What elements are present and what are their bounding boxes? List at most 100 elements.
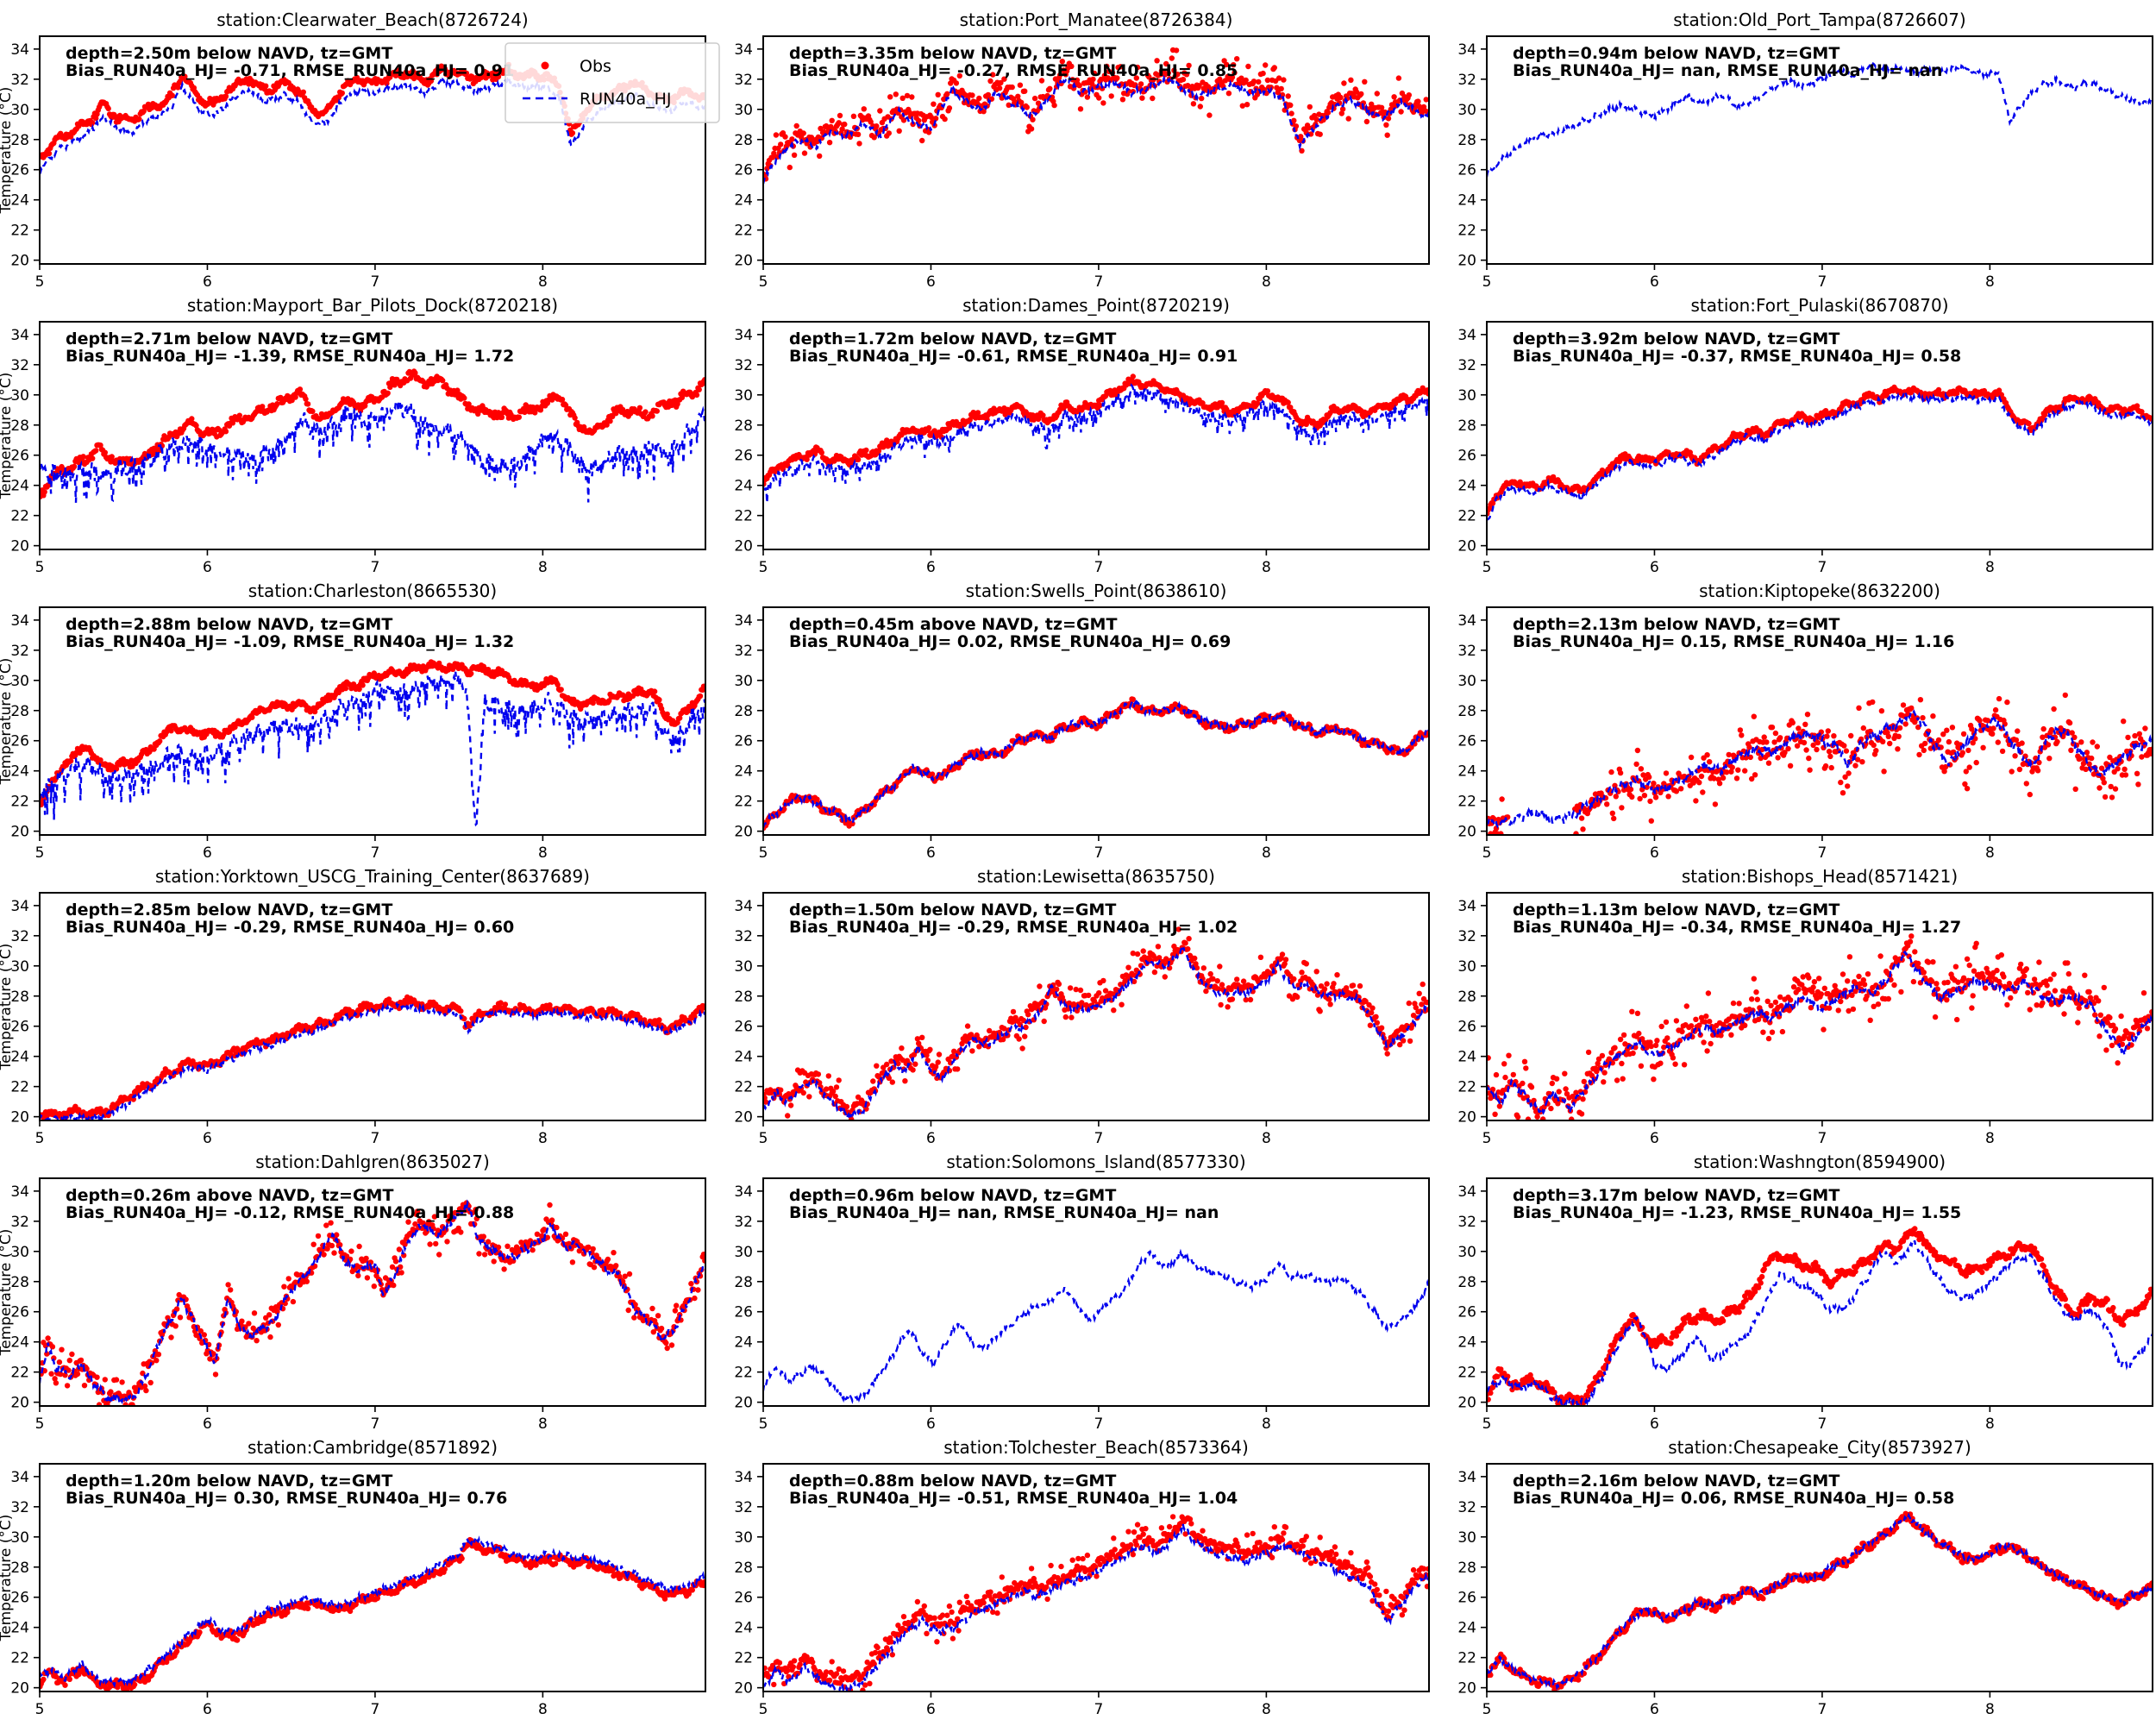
x-tick-label: 8 — [1262, 559, 1271, 576]
subplot-title: station:Tolchester_Beach(8573364) — [943, 1437, 1249, 1458]
depth-annotation: depth=2.88m below NAVD, tz=GMT — [66, 615, 392, 634]
depth-annotation: depth=2.50m below NAVD, tz=GMT — [66, 44, 392, 63]
x-tick-label: 7 — [1818, 844, 1827, 862]
x-tick-label: 5 — [759, 1130, 768, 1147]
y-tick-label: 34 — [1457, 1469, 1476, 1486]
bias-rmse-annotation: Bias_RUN40a_HJ= -0.27, RMSE_RUN40a_HJ= 0… — [789, 61, 1238, 80]
y-tick-label: 22 — [734, 1079, 753, 1096]
depth-annotation: depth=2.13m below NAVD, tz=GMT — [1513, 615, 1839, 634]
y-tick-label: 32 — [1457, 357, 1476, 374]
y-tick-label: 26 — [734, 1590, 753, 1607]
y-tick-label: 32 — [734, 72, 753, 89]
y-tick-label: 22 — [734, 508, 753, 525]
subplot-yorktown-uscg-training-center: station:Yorktown_USCG_Training_Center(86… — [0, 863, 718, 1155]
y-tick-label: 28 — [1457, 1274, 1476, 1291]
y-tick-label: 26 — [1457, 1304, 1476, 1321]
y-tick-label: 30 — [1457, 958, 1476, 976]
subplot-title: station:Dames_Point(8720219) — [962, 295, 1230, 316]
bias-rmse-annotation: Bias_RUN40a_HJ= -1.09, RMSE_RUN40a_HJ= 1… — [66, 632, 514, 651]
x-tick-label: 6 — [926, 1415, 936, 1433]
bias-rmse-annotation: Bias_RUN40a_HJ= nan, RMSE_RUN40a_HJ= nan — [789, 1203, 1219, 1222]
y-tick-label: 26 — [734, 448, 753, 465]
depth-annotation: depth=2.85m below NAVD, tz=GMT — [66, 901, 392, 919]
bias-rmse-annotation: Bias_RUN40a_HJ= nan, RMSE_RUN40a_HJ= nan — [1513, 61, 1942, 80]
legend-model-label: RUN40a_HJ — [580, 90, 672, 109]
x-tick-label: 8 — [1985, 1130, 1995, 1147]
y-tick-label: 32 — [10, 357, 29, 374]
y-tick-label: 24 — [1457, 763, 1476, 781]
y-tick-label: 30 — [734, 1529, 753, 1547]
y-tick-label: 26 — [1457, 162, 1476, 179]
y-tick-label: 28 — [1457, 703, 1476, 720]
subplot-bishops-head: station:Bishops_Head(8571421)20222426283… — [1437, 863, 2155, 1155]
y-tick-label: 20 — [734, 1680, 753, 1698]
y-tick-label: 24 — [734, 1334, 753, 1352]
y-tick-label: 30 — [734, 102, 753, 119]
x-tick-label: 5 — [1482, 273, 1492, 291]
y-tick-label: 32 — [734, 928, 753, 945]
y-tick-label: 20 — [734, 824, 753, 841]
bias-rmse-annotation: Bias_RUN40a_HJ= 0.06, RMSE_RUN40a_HJ= 0.… — [1513, 1489, 1954, 1508]
y-tick-label: 32 — [10, 643, 29, 660]
subplot-dahlgren: station:Dahlgren(8635027)202224262830323… — [0, 1149, 718, 1440]
x-tick-label: 6 — [1650, 1415, 1659, 1433]
y-tick-label: 20 — [734, 253, 753, 270]
x-tick-label: 8 — [538, 273, 548, 291]
y-tick-label: 20 — [734, 1109, 753, 1127]
x-tick-label: 6 — [926, 844, 936, 862]
x-tick-label: 8 — [538, 844, 548, 862]
y-tick-label: 22 — [1457, 1079, 1476, 1096]
subplot-kiptopeke: station:Kiptopeke(8632200)20222426283032… — [1437, 578, 2155, 869]
subplot-title: station:Old_Port_Tampa(8726607) — [1673, 9, 1965, 30]
y-tick-label: 26 — [734, 1019, 753, 1036]
depth-annotation: depth=1.13m below NAVD, tz=GMT — [1513, 901, 1839, 919]
y-tick-label: 26 — [1457, 733, 1476, 750]
model-line — [763, 1252, 1429, 1401]
bias-rmse-annotation: Bias_RUN40a_HJ= 0.02, RMSE_RUN40a_HJ= 0.… — [789, 632, 1231, 651]
x-tick-label: 6 — [203, 1701, 212, 1718]
subplot-title: station:Mayport_Bar_Pilots_Dock(8720218) — [187, 295, 558, 316]
y-tick-label: 26 — [734, 162, 753, 179]
y-tick-label: 24 — [1457, 192, 1476, 210]
y-tick-label: 28 — [1457, 132, 1476, 149]
x-tick-label: 7 — [1094, 1415, 1104, 1433]
subplot-title: station:Solomons_Island(8577330) — [946, 1152, 1245, 1172]
x-tick-label: 6 — [203, 1130, 212, 1147]
bias-rmse-annotation: Bias_RUN40a_HJ= -0.71, RMSE_RUN40a_HJ= 0… — [66, 61, 514, 80]
y-tick-label: 34 — [10, 41, 29, 59]
x-tick-label: 5 — [759, 844, 768, 862]
x-tick-label: 8 — [538, 559, 548, 576]
subplot-title: station:Cambridge(8571892) — [248, 1437, 498, 1458]
subplot-clearwater-beach: station:Clearwater_Beach(8726724)2022242… — [0, 7, 718, 298]
depth-annotation: depth=2.16m below NAVD, tz=GMT — [1513, 1472, 1839, 1491]
y-tick-label: 20 — [10, 1109, 29, 1127]
subplot-tolchester-beach: station:Tolchester_Beach(8573364)2022242… — [718, 1434, 1437, 1726]
y-tick-label: 34 — [10, 612, 29, 630]
y-tick-label: 28 — [734, 703, 753, 720]
x-tick-label: 8 — [538, 1701, 548, 1718]
subplot-charleston: station:Charleston(8665530)2022242628303… — [0, 578, 718, 869]
y-tick-label: 32 — [734, 357, 753, 374]
y-tick-label: 28 — [734, 417, 753, 435]
x-tick-label: 7 — [1094, 1701, 1104, 1718]
x-tick-label: 7 — [371, 1130, 380, 1147]
y-tick-label: 30 — [1457, 102, 1476, 119]
x-tick-label: 6 — [203, 559, 212, 576]
subplot-title: station:Yorktown_USCG_Training_Center(86… — [155, 866, 590, 887]
bias-rmse-annotation: Bias_RUN40a_HJ= -0.34, RMSE_RUN40a_HJ= 1… — [1513, 918, 1961, 937]
bias-rmse-annotation: Bias_RUN40a_HJ= -0.37, RMSE_RUN40a_HJ= 0… — [1513, 347, 1961, 366]
x-tick-label: 8 — [1985, 1415, 1995, 1433]
y-tick-label: 22 — [1457, 1650, 1476, 1667]
x-tick-label: 6 — [203, 273, 212, 291]
subplot-title: station:Lewisetta(8635750) — [977, 866, 1215, 887]
x-tick-label: 6 — [1650, 1130, 1659, 1147]
subplot-swells-point: station:Swells_Point(8638610)20222426283… — [718, 578, 1437, 869]
y-tick-label: 34 — [734, 898, 753, 915]
model-line — [763, 1523, 1429, 1691]
x-tick-label: 8 — [1262, 1701, 1271, 1718]
y-tick-label: 24 — [734, 1049, 753, 1066]
x-tick-label: 7 — [1818, 1701, 1827, 1718]
x-tick-label: 6 — [926, 1130, 936, 1147]
y-tick-label: 32 — [734, 1499, 753, 1516]
y-tick-label: 30 — [1457, 673, 1476, 690]
